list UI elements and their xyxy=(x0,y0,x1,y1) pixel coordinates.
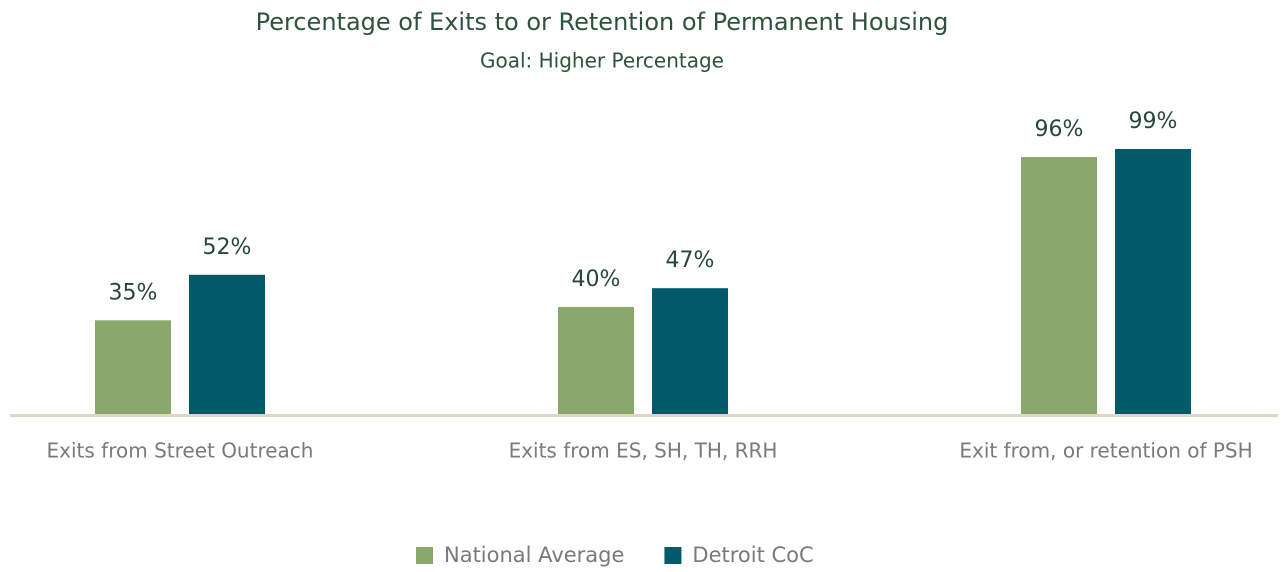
chart-subtitle: Goal: Higher Percentage xyxy=(480,49,724,73)
x-tick-label: Exits from ES, SH, TH, RRH xyxy=(509,439,778,463)
bar xyxy=(1115,149,1191,414)
data-label: 99% xyxy=(1129,109,1178,134)
data-label: 47% xyxy=(666,248,715,273)
bar xyxy=(652,288,728,414)
data-label: 52% xyxy=(203,235,252,260)
bar xyxy=(1021,157,1097,414)
legend-label: Detroit CoC xyxy=(692,543,813,567)
legend-label: National Average xyxy=(444,543,624,567)
data-label: 96% xyxy=(1035,117,1084,142)
bar xyxy=(558,306,634,414)
legend-swatch xyxy=(416,547,433,564)
data-label: 35% xyxy=(109,280,158,305)
bar xyxy=(189,274,265,414)
data-label: 40% xyxy=(572,267,621,292)
bar xyxy=(95,320,171,414)
legend-swatch xyxy=(664,547,682,564)
x-tick-label: Exits from Street Outreach xyxy=(47,439,314,463)
chart-title: Percentage of Exits to or Retention of P… xyxy=(256,8,949,36)
x-tick-label: Exit from, or retention of PSH xyxy=(959,439,1252,463)
